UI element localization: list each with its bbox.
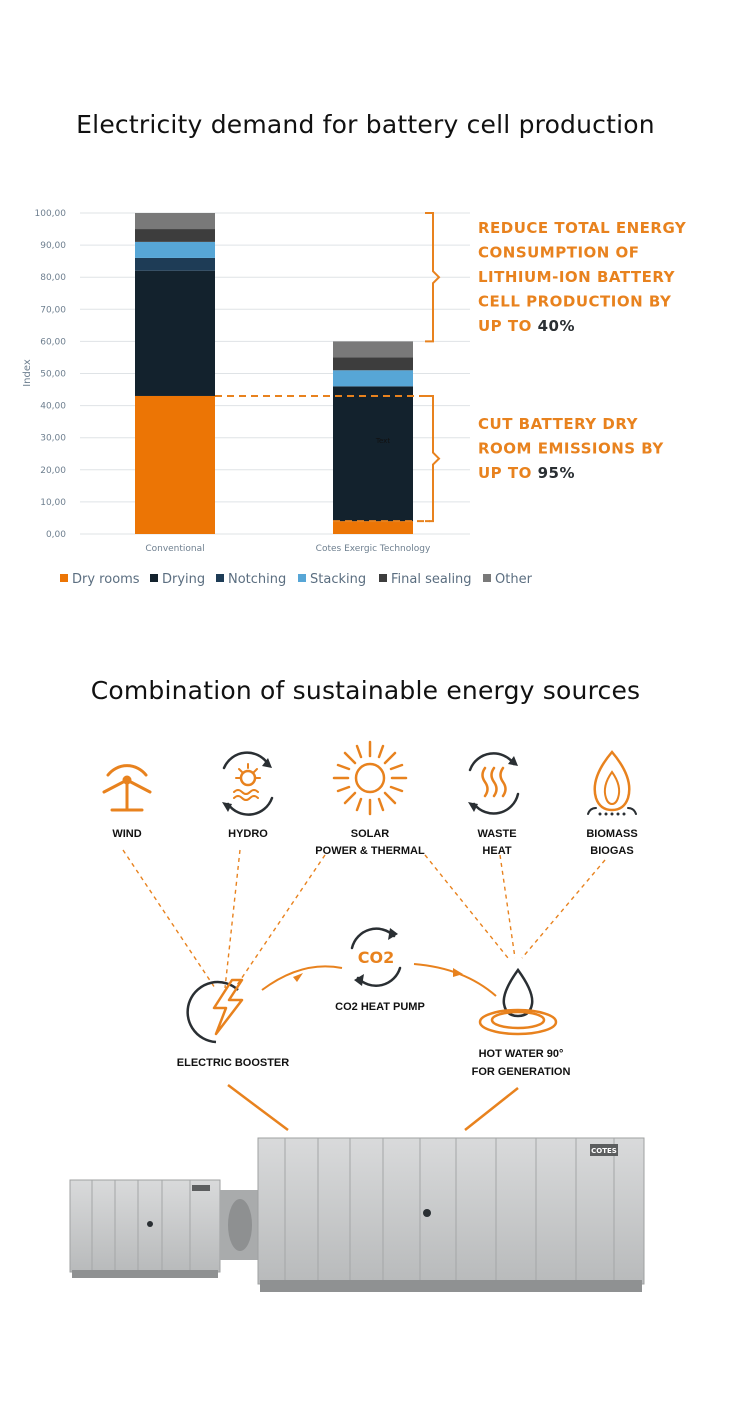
bar-segment: [333, 341, 413, 358]
legend-swatch: [60, 574, 68, 582]
y-tick-label: 20,00: [40, 466, 66, 476]
y-tick-label: 100,00: [35, 209, 67, 219]
legend-swatch: [379, 574, 387, 582]
annotation-line: REDUCE TOTAL ENERGY: [478, 219, 687, 237]
source-label: SOLAR: [351, 828, 390, 840]
source-label: HYDRO: [228, 828, 268, 840]
x-tick-label: Conventional: [145, 544, 204, 554]
legend-label: Stacking: [310, 572, 366, 587]
source-label: BIOMASS: [586, 828, 637, 840]
sun-icon: [332, 740, 408, 816]
bar-segment: [135, 229, 215, 242]
stacked-bar-chart: 0,00 10,00 20,00 30,00 40,00 50,00 60,00 70,00 8…: [22, 209, 687, 587]
annotation-line: ROOM EMISSIONS BY: [478, 440, 664, 458]
large-cotes-unit: COTES: [257, 1137, 645, 1292]
bar-segment: [333, 521, 413, 534]
flame-icon: [587, 750, 637, 816]
y-tick-label: 10,00: [40, 498, 66, 508]
hot-water-label-line2: FOR GENERATION: [472, 1066, 571, 1078]
annotation-highlight: UP TO 40%: [478, 317, 575, 335]
annotation-line: CONSUMPTION OF: [478, 244, 640, 262]
emissions-brace: [425, 394, 441, 523]
legend-label: Drying: [162, 572, 205, 587]
electric-booster-label: ELECTRIC BOOSTER: [177, 1057, 290, 1069]
bar-segment: [333, 386, 413, 522]
cotes-badge: COTES: [591, 1147, 617, 1155]
legend-swatch: [150, 574, 158, 582]
hydro-icon: [222, 751, 274, 816]
lightning-bolt-icon: [186, 978, 244, 1044]
waste-heat-icon: [468, 752, 520, 815]
legend-swatch: [298, 574, 306, 582]
bar-segment: [135, 270, 215, 396]
annotation-line: CUT BATTERY DRY: [478, 415, 639, 433]
bar-segment: [135, 213, 215, 230]
y-tick-label: 30,00: [40, 434, 66, 444]
legend-label: Other: [495, 572, 533, 587]
small-cotes-unit: [69, 1179, 260, 1278]
legend-swatch: [216, 574, 224, 582]
source-label: POWER & THERMAL: [315, 845, 425, 857]
bar-inner-label: Text: [375, 437, 390, 445]
unit-connectors: [227, 1084, 519, 1131]
water-drop-icon: [478, 967, 558, 1036]
y-tick-label: 70,00: [40, 305, 66, 315]
hot-water-label-line1: HOT WATER 90°: [479, 1048, 564, 1060]
source-label: HEAT: [482, 845, 511, 857]
y-tick-label: 0,00: [46, 530, 66, 540]
co2-heat-pump-label: CO2 HEAT PUMP: [335, 1001, 425, 1013]
bar-segment: [135, 395, 215, 534]
co2-cycle-icon: [350, 927, 402, 987]
energy-sources-diagram: WIND HYDRO SOLAR POWER & THERMAL WASTE HEAT BI…: [69, 740, 645, 1292]
bar-segment: [135, 257, 215, 271]
legend-label: Final sealing: [391, 572, 472, 587]
y-axis-label: Index: [22, 359, 33, 387]
legend-label: Dry rooms: [72, 572, 140, 587]
bar-segment: [333, 357, 413, 371]
reduction-brace: [425, 212, 441, 343]
bar-segment: [333, 370, 413, 387]
source-label: WIND: [112, 828, 141, 840]
y-tick-label: 40,00: [40, 402, 66, 412]
diagram-title: Combination of sustainable energy source…: [90, 676, 641, 705]
wind-turbine-icon: [102, 764, 152, 812]
source-label: WASTE: [477, 828, 516, 840]
annotation-line: CELL PRODUCTION BY: [478, 293, 672, 311]
chart-title: Electricity demand for battery cell prod…: [76, 110, 655, 139]
y-tick-label: 80,00: [40, 273, 66, 283]
annotation-line: LITHIUM-ION BATTERY: [478, 268, 676, 286]
co2-symbol: CO2: [358, 948, 394, 967]
bar-segment: [135, 241, 215, 258]
y-tick-label: 60,00: [40, 337, 66, 347]
y-tick-label: 50,00: [40, 370, 66, 380]
source-connectors: [122, 849, 606, 989]
x-tick-label: Cotes Exergic Technology: [316, 544, 431, 554]
y-tick-label: 90,00: [40, 241, 66, 251]
legend-swatch: [483, 574, 491, 582]
annotation-highlight: UP TO 95%: [478, 464, 575, 482]
legend-label: Notching: [228, 572, 286, 587]
source-label: BIOGAS: [590, 845, 633, 857]
